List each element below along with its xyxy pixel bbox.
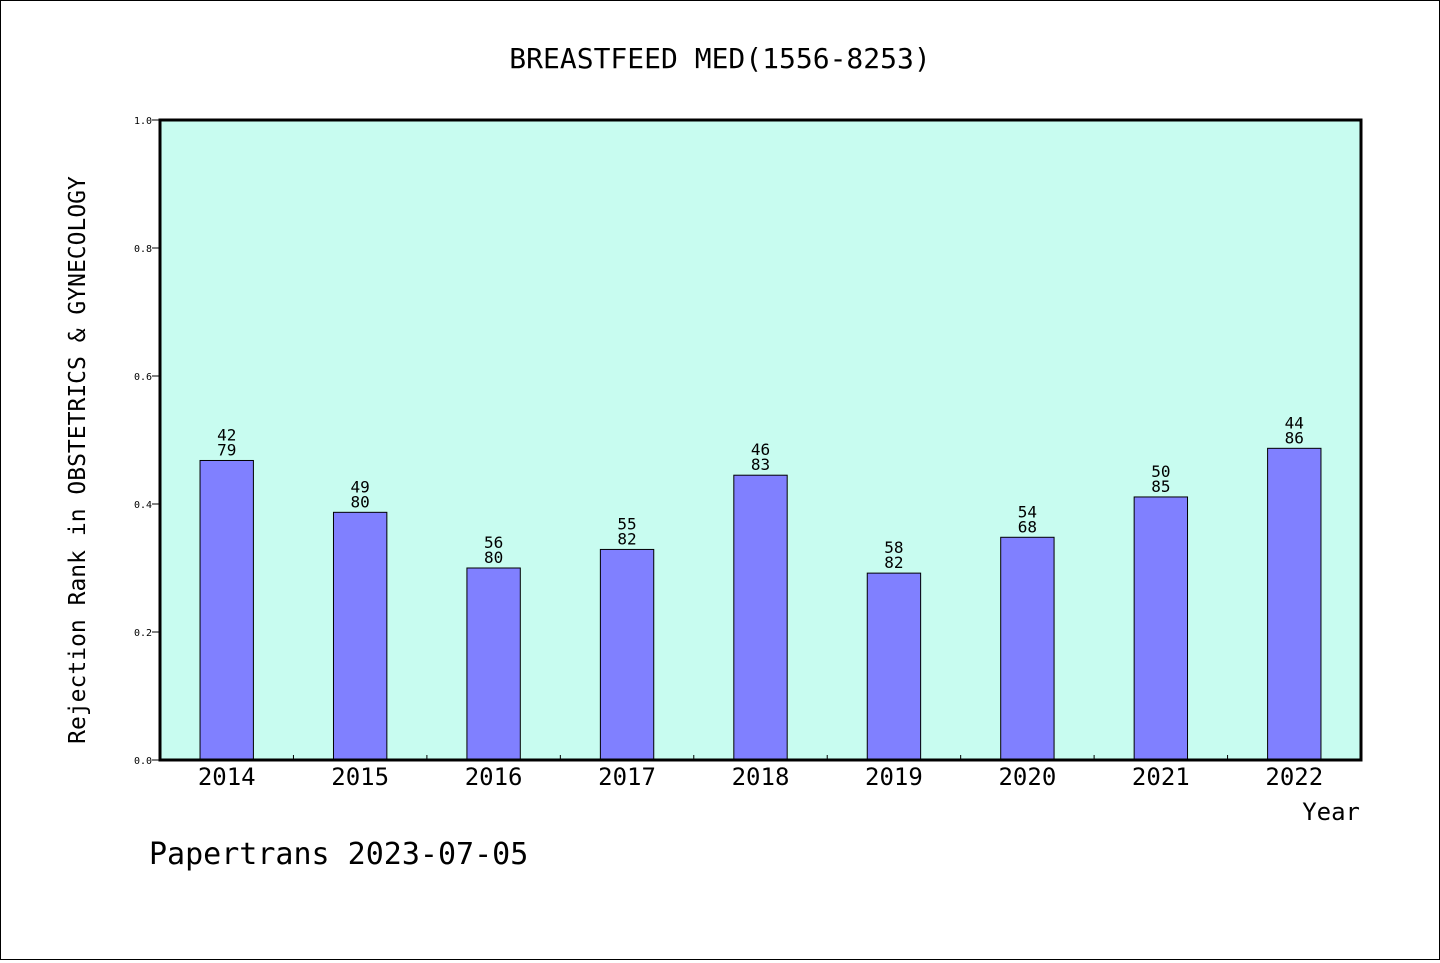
bar-label-top: 55: [617, 514, 636, 533]
bar-2021: [1133, 496, 1189, 761]
bar-label-top: 56: [484, 533, 503, 552]
bar-label-bottom: 82: [617, 529, 636, 548]
bar-2022: [1267, 447, 1322, 761]
y-tick-label: 0.2: [134, 628, 152, 639]
y-tick-label: 1.0: [134, 116, 152, 127]
bar-label-bottom: 68: [1018, 517, 1037, 536]
footer-credit: Papertrans 2023-07-05: [149, 837, 528, 872]
bar-label-top: 46: [751, 440, 770, 459]
x-tick-label: 2021: [1132, 763, 1190, 791]
x-tick-label: 2014: [198, 763, 256, 791]
x-tick-label: 2022: [1265, 763, 1323, 791]
y-tick-label: 0.6: [134, 372, 152, 383]
x-tick-label: 2016: [465, 763, 523, 791]
x-tick-label: 2020: [998, 763, 1056, 791]
y-tick-label: 0.8: [134, 244, 152, 255]
bar-2016: [466, 567, 521, 761]
x-tick-label: 2018: [732, 763, 790, 791]
bar-label-top: 44: [1285, 413, 1304, 432]
bar-label-bottom: 82: [884, 553, 903, 572]
bar-series: [199, 447, 1322, 761]
y-axis-label: Rejection Rank in OBSTETRICS & GYNECOLOG…: [65, 176, 91, 744]
bar-label-bottom: 80: [351, 492, 370, 511]
bar-label-top: 54: [1018, 502, 1037, 521]
bar-label-top: 58: [884, 538, 903, 557]
y-axis: 0.0 0.2 0.4 0.6 0.8 1.0: [134, 116, 160, 767]
x-axis: 2014 2015 2016 2017 2018 2019 2020 2021 2022: [198, 755, 1323, 791]
bar-2015: [332, 511, 388, 761]
x-tick-label: 2019: [865, 763, 923, 791]
bar-label-top: 49: [351, 477, 370, 496]
plot-frame: [158, 118, 1363, 762]
y-tick-label: 0.0: [134, 756, 152, 767]
bar-2014: [199, 459, 254, 761]
bar-label-bottom: 80: [484, 548, 503, 567]
bar-label-bottom: 86: [1285, 428, 1304, 447]
x-tick-label: 2017: [598, 763, 656, 791]
bar-2018: [733, 474, 788, 761]
bar-2019: [866, 572, 922, 761]
y-tick-label: 0.4: [134, 500, 152, 511]
chart-title: BREASTFEED MED(1556-8253): [509, 42, 930, 75]
bar-2020: [1000, 536, 1055, 761]
bar-label-bottom: 83: [751, 455, 770, 474]
bar-2017: [599, 548, 655, 761]
x-axis-label: Year: [1302, 798, 1360, 826]
bar-label-top: 42: [217, 425, 236, 444]
bar-label-bottom: 85: [1151, 477, 1170, 496]
bar-label-bottom: 79: [217, 440, 236, 459]
bar-label-top: 50: [1151, 462, 1170, 481]
x-tick-label: 2015: [331, 763, 389, 791]
